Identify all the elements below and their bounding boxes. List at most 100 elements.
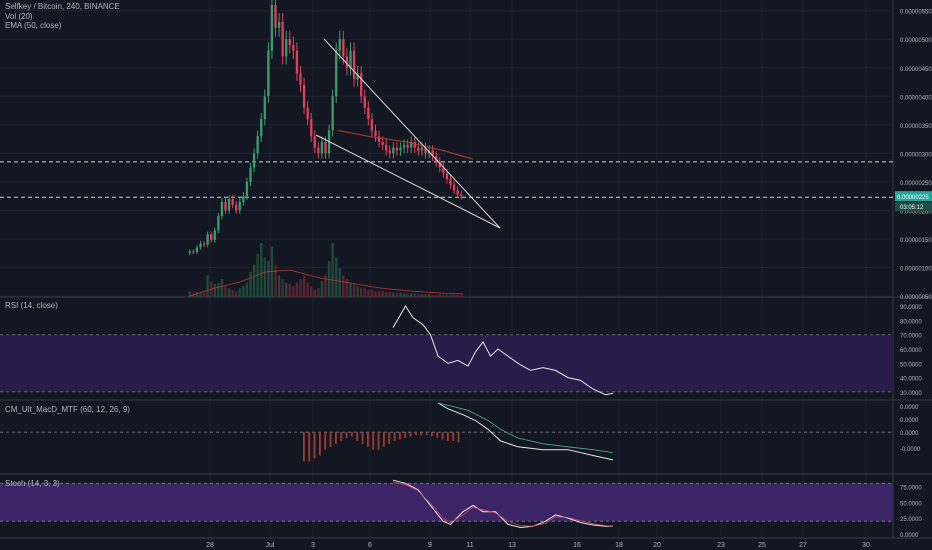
volume-bar [338, 268, 341, 297]
volume-bar [349, 282, 352, 297]
volume-bar [417, 294, 420, 297]
candle-body [413, 141, 416, 148]
volume-bar [410, 293, 413, 297]
macd-histogram-bar [420, 432, 423, 436]
rsi-tick-label: 30.0000 [900, 391, 922, 397]
candle-body [267, 50, 270, 97]
candle-body [345, 56, 349, 68]
candle-body [202, 243, 206, 245]
volume-bar [392, 292, 395, 297]
candle-body [420, 147, 424, 151]
volume-bar [285, 282, 288, 297]
macd-histogram-bar [324, 432, 327, 450]
macd-histogram-bar [319, 432, 321, 456]
volume-bar [363, 288, 366, 297]
volume-bar [335, 257, 338, 297]
volume-bar [388, 291, 391, 297]
wedge-lower-line [315, 134, 501, 229]
candle-body [227, 199, 231, 211]
stoch-band [0, 483, 893, 522]
candle-body [242, 196, 245, 202]
candle-body [210, 234, 213, 241]
price-tick-label: 0.00000300 [900, 152, 932, 158]
macd-tick-label: 0.0000 [900, 418, 919, 424]
stoch-d-line [392, 481, 614, 527]
candle-body [235, 204, 238, 211]
price-tick-label: 0.00000500 [900, 38, 932, 44]
candle-body [188, 251, 191, 253]
volume-bar [431, 294, 434, 297]
price-tick-label: 0.00000350 [900, 124, 932, 130]
price-tick-label: 0.00000150 [900, 238, 932, 244]
volume-bar [256, 253, 259, 297]
candle-body [456, 190, 459, 195]
candle-body [224, 201, 227, 211]
x-tick-label: 30 [862, 542, 870, 549]
volume-bar [320, 281, 324, 297]
volume-bar [424, 294, 427, 297]
macd-histogram-bar [351, 432, 353, 437]
x-tick-label: 3 [311, 542, 315, 549]
macd-tick-label: 0.0000 [900, 405, 919, 411]
macd-histogram-bar [457, 432, 460, 443]
macd-histogram-bar [447, 432, 449, 441]
volume-bar [252, 264, 256, 297]
candle-body [231, 199, 234, 205]
volume-bar [188, 291, 191, 297]
price-tick-label: 0.00000250 [900, 181, 932, 187]
price-tick-label: 0.00000100 [900, 266, 932, 272]
candle-body [285, 39, 288, 57]
candle-body [220, 201, 224, 217]
candle-body [274, 5, 277, 28]
candle-body [331, 96, 334, 131]
volume-label: Vol (20) [5, 12, 33, 21]
volume-bar [402, 293, 406, 297]
candle-body [370, 119, 374, 131]
macd-label: CM_Ult_MacD_MTF (60, 12, 26, 9) [5, 405, 130, 414]
macd-histogram-bar [399, 432, 401, 440]
candle-body [406, 144, 409, 148]
volume-bar [313, 289, 316, 297]
rsi-tick-label: 50.0000 [900, 362, 922, 368]
volume-bar [217, 282, 220, 297]
price-tick-label: 0.00000400 [900, 95, 932, 101]
candle-body [399, 147, 402, 151]
volume-bar [277, 275, 281, 297]
candle-body [252, 153, 256, 168]
volume-bar [370, 289, 374, 297]
volume-bar [324, 275, 327, 297]
volume-bar [235, 291, 238, 297]
volume-bar [263, 257, 266, 297]
candle-body [335, 50, 338, 97]
volume-bar [267, 261, 270, 297]
x-tick-label: 23 [717, 542, 725, 549]
rsi-band [0, 334, 893, 392]
candle-body [438, 161, 441, 168]
candle-body [213, 230, 216, 241]
price-tick-label: 0.00000200 [900, 209, 932, 215]
candle-body [270, 5, 274, 51]
volume-bar [220, 279, 224, 297]
volume-bar [456, 294, 459, 297]
candle-body [292, 44, 295, 51]
candle-body [317, 147, 320, 154]
price-tick-label: 0.00000550 [900, 10, 932, 16]
volume-bar [227, 288, 231, 297]
candle-body [260, 119, 263, 137]
volume-bar [460, 295, 463, 297]
volume-bar [206, 275, 209, 297]
macd-histogram-bar [425, 432, 428, 436]
macd-histogram-bar [393, 432, 396, 441]
volume-bar [306, 282, 309, 297]
volume-bar [310, 286, 313, 297]
macd-histogram-bar [377, 432, 380, 450]
volume-bar [238, 288, 241, 297]
ema-label: EMA (50, close) [5, 21, 62, 30]
volume-bar [302, 275, 306, 297]
candle-body [417, 147, 420, 151]
volume-bar [374, 291, 377, 297]
candle-body [367, 107, 370, 120]
candle-body [424, 147, 427, 154]
